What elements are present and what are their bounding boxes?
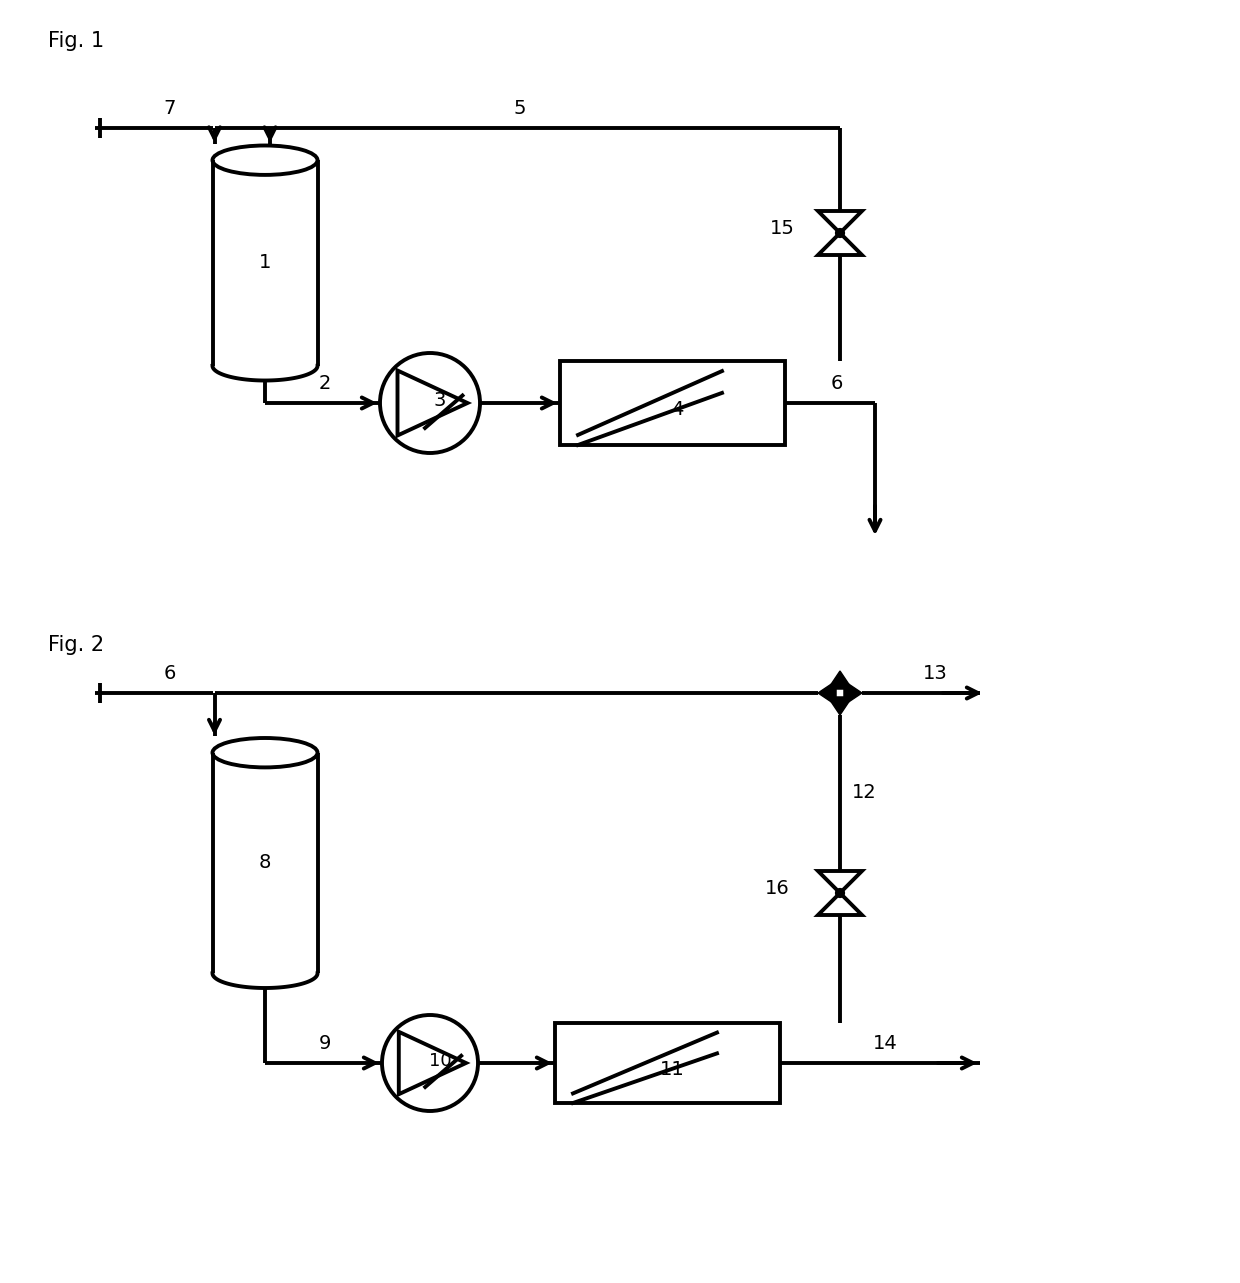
Bar — [560, 361, 785, 445]
Text: 1: 1 — [259, 254, 272, 272]
Polygon shape — [844, 681, 862, 706]
Circle shape — [836, 889, 844, 897]
Polygon shape — [828, 697, 852, 715]
Polygon shape — [828, 671, 852, 689]
Polygon shape — [818, 681, 836, 706]
Text: 6: 6 — [164, 665, 176, 683]
Text: 3: 3 — [434, 391, 446, 411]
Text: 4: 4 — [671, 400, 683, 420]
Bar — [556, 1023, 780, 1103]
Text: 10: 10 — [429, 1052, 451, 1070]
Text: 14: 14 — [873, 1034, 898, 1053]
Text: 13: 13 — [923, 665, 947, 683]
Text: 8: 8 — [259, 853, 272, 872]
Text: Fig. 2: Fig. 2 — [48, 635, 104, 656]
Text: 7: 7 — [164, 99, 176, 118]
Circle shape — [836, 228, 844, 237]
Text: Fig. 1: Fig. 1 — [48, 31, 104, 51]
Text: 6: 6 — [831, 375, 843, 393]
Text: 2: 2 — [319, 375, 331, 393]
Text: 12: 12 — [852, 784, 877, 802]
Text: 11: 11 — [660, 1060, 684, 1079]
Text: 5: 5 — [513, 99, 526, 118]
Text: 9: 9 — [319, 1034, 331, 1053]
Text: 16: 16 — [765, 879, 790, 898]
Text: 15: 15 — [770, 218, 795, 237]
